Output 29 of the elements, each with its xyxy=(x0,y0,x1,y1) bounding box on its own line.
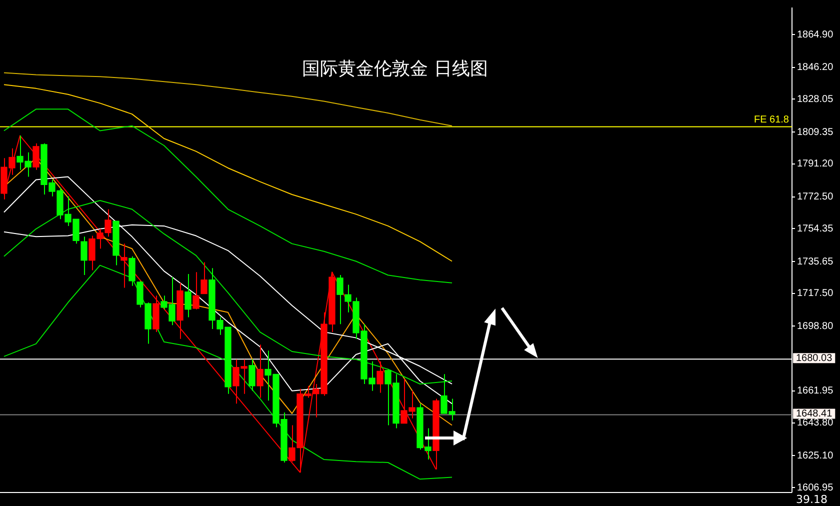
y-tick-label: 1698.80 xyxy=(797,320,834,332)
y-tick-label: 1643.80 xyxy=(797,418,834,429)
candlestick xyxy=(112,220,120,266)
candlestick xyxy=(376,360,384,394)
y-tick-label: 1606.95 xyxy=(797,482,834,494)
y-tick-label: 1828.05 xyxy=(797,94,834,105)
candlestick xyxy=(248,358,256,392)
y-tick-label: 1754.35 xyxy=(797,223,834,234)
ref-line-label: 1648.41 xyxy=(796,408,833,420)
y-tick-label: 1717.50 xyxy=(797,288,834,300)
text: 39.18 xyxy=(796,492,828,506)
text: 国际黄金伦敦金 日线图 xyxy=(302,58,488,80)
candlestick xyxy=(200,262,208,294)
y-tick-label: 1791.20 xyxy=(797,158,834,170)
candlestick xyxy=(192,272,200,310)
ref-line-label: FE 61.8 xyxy=(754,114,790,126)
y-tick-label: 1864.90 xyxy=(797,29,834,40)
candlestick xyxy=(32,142,40,170)
y-tick-label: 1661.95 xyxy=(797,386,834,397)
y-tick-label: 1772.50 xyxy=(797,192,834,203)
candlestick xyxy=(176,282,184,340)
y-tick-label: 1625.10 xyxy=(797,450,834,462)
y-tick-label: 1735.65 xyxy=(797,256,834,268)
candlestick xyxy=(256,344,264,398)
y-tick-label: 1846.20 xyxy=(797,62,834,74)
candlestick xyxy=(152,295,160,333)
ref-line-label: 1680.03 xyxy=(796,352,833,364)
candlestick xyxy=(80,236,88,276)
y-tick-label: 1809.35 xyxy=(797,126,834,138)
